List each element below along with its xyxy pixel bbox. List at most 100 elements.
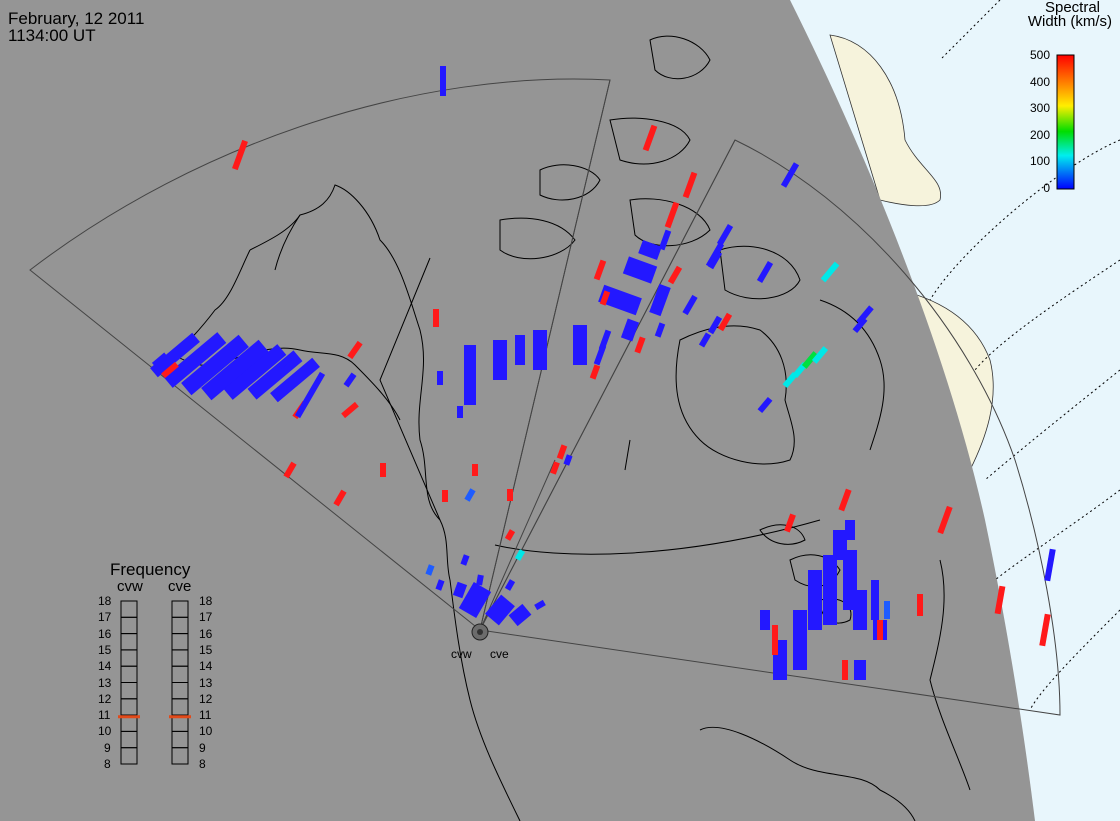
- colorbar-label: 200: [1029, 127, 1050, 142]
- scatter-cell: [842, 660, 848, 680]
- scatter-cell: [717, 312, 733, 332]
- scatter-cell: [458, 582, 492, 618]
- scatter-cell: [150, 332, 200, 378]
- scatter-cell: [163, 332, 227, 388]
- scatter-cell: [380, 463, 386, 477]
- scatter-cell: [793, 610, 807, 670]
- scatter-cell: [658, 229, 672, 251]
- scatter-cell: [801, 351, 819, 369]
- scatter-cell: [823, 555, 837, 625]
- scatter-cell: [772, 625, 778, 655]
- scatter-cell: [682, 294, 698, 316]
- scatter-cell: [223, 344, 287, 400]
- frequency-tick-right: 9: [199, 740, 206, 755]
- scatter-cell: [853, 590, 867, 630]
- frequency-tick-left: 17: [98, 610, 112, 625]
- frequency-tick-right: 10: [199, 724, 213, 739]
- scatter-cell: [333, 489, 347, 507]
- scatter-cells: [150, 66, 1056, 680]
- frequency-tick-right: 11: [199, 708, 212, 723]
- scatter-cell: [716, 223, 734, 247]
- scatter-cell: [760, 610, 770, 630]
- scatter-cell: [845, 520, 855, 540]
- scatter-cell: [871, 580, 879, 620]
- date-label: February, 12 2011: [8, 9, 145, 28]
- scatter-cell: [682, 171, 698, 199]
- scatter-cell: [811, 346, 829, 364]
- scatter-cell: [515, 335, 525, 365]
- scatter-cell: [440, 66, 446, 96]
- frequency-radar-label-cve: cve: [168, 578, 192, 595]
- scatter-cell: [838, 488, 852, 512]
- site-label-cve: cve: [490, 647, 509, 661]
- frequency-tick-left: 18: [98, 594, 112, 608]
- scatter-cell: [780, 162, 800, 188]
- cve-fov: [479, 139, 1061, 716]
- frequency-tick-left: 15: [98, 642, 112, 657]
- scatter-cell: [425, 564, 435, 576]
- colorbar-label: 400: [1029, 74, 1050, 89]
- scatter-cell: [937, 505, 953, 535]
- scatter-cell: [654, 322, 666, 338]
- scatter-cell: [917, 594, 923, 616]
- colorbar-title-line2: Width (km/s): [1027, 13, 1112, 30]
- frequency-tick-left: 10: [98, 724, 112, 739]
- scatter-cell: [599, 290, 611, 306]
- scatter-cell: [854, 660, 866, 680]
- frequency-tick-right: 15: [199, 642, 213, 657]
- scatter-cell: [460, 554, 470, 566]
- frequency-tick-right: 18: [199, 594, 213, 608]
- borders: [379, 257, 821, 555]
- scatter-cell: [232, 139, 248, 171]
- scatter-cell: [563, 454, 573, 466]
- scatter-cell: [550, 461, 560, 475]
- scatter-cell: [433, 309, 439, 327]
- scatter-cell: [598, 329, 612, 351]
- frequency-tick-right: 8: [199, 757, 206, 771]
- scatter-cell: [1039, 613, 1051, 647]
- scatter-cell: [464, 488, 476, 502]
- scatter-cell: [514, 549, 526, 561]
- scatter-cell: [151, 352, 169, 368]
- frequency-gauge-cve: [169, 600, 191, 765]
- frequency-tick-left: 13: [98, 675, 112, 690]
- scatter-cell: [437, 371, 443, 385]
- scatter-cell: [638, 240, 662, 260]
- frequency-gauges: [118, 600, 191, 765]
- frequency-tick-right: 14: [199, 659, 213, 674]
- scatter-cell: [556, 444, 568, 460]
- frequency-tick-right: 13: [199, 675, 213, 690]
- frequency-tick-left: 11: [98, 708, 111, 723]
- scatter-cell: [464, 345, 476, 405]
- frequency-tick-left: 12: [98, 691, 112, 706]
- frequency-tick-right: 12: [199, 691, 213, 706]
- scatter-cell: [181, 334, 249, 396]
- scatter-cell: [833, 530, 847, 560]
- scatter-cell: [634, 336, 646, 354]
- scatter-cell: [649, 283, 671, 317]
- dayside-landmass: [829, 34, 942, 207]
- scatter-cell: [347, 340, 363, 360]
- frequency-gauge-cvw: [118, 600, 140, 765]
- scatter-cell: [343, 372, 357, 388]
- scatter-cell: [485, 594, 515, 626]
- scatter-cell: [820, 261, 840, 283]
- scatter-cell: [707, 315, 723, 335]
- scatter-cell: [508, 603, 532, 627]
- frequency-tick-right: 16: [199, 626, 213, 641]
- scatter-cell: [622, 256, 658, 284]
- colorbar-label: 300: [1029, 101, 1050, 116]
- scatter-cell: [707, 250, 723, 270]
- cvw-fov: [29, 78, 611, 631]
- frequency-tick-left: 14: [98, 659, 112, 674]
- scatter-cell: [507, 489, 513, 501]
- scatter-cell: [994, 585, 1006, 615]
- scatter-cell: [1044, 548, 1056, 582]
- scatter-cell: [504, 579, 516, 591]
- scatter-cell: [664, 201, 680, 229]
- frequency-tick-left: 16: [98, 626, 112, 641]
- scatter-cell: [472, 464, 478, 476]
- scatter-cell: [534, 599, 546, 611]
- scatter-cell: [782, 371, 798, 389]
